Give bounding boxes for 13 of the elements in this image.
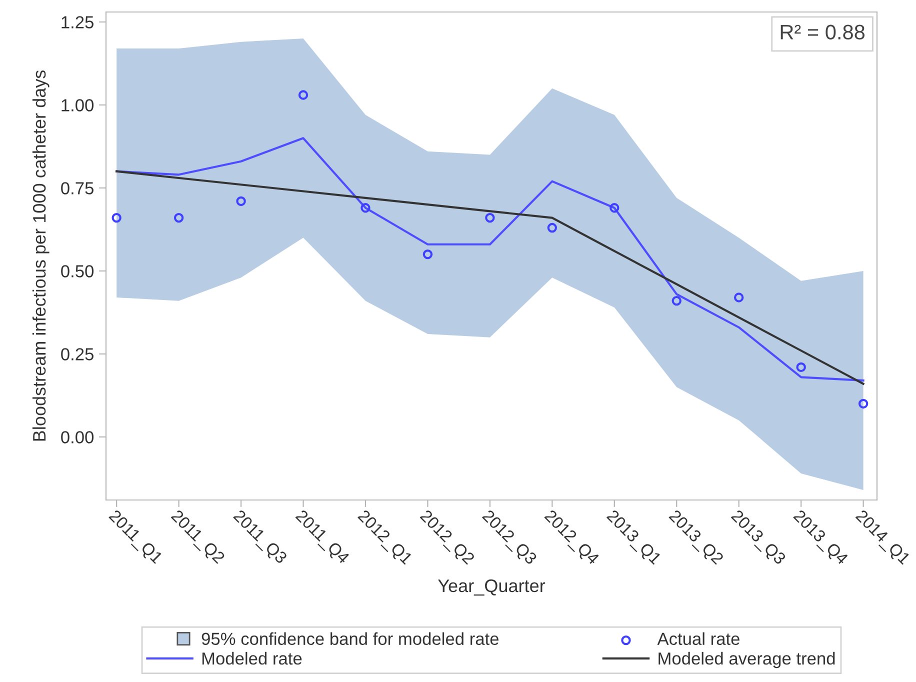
legend-label: Modeled rate [202, 652, 302, 665]
y-tick-label: 0.00 [61, 431, 94, 444]
x-axis-title: Year_Quarter [438, 579, 546, 596]
legend-label: Actual rate [657, 632, 740, 646]
y-tick-label: 0.25 [61, 348, 94, 360]
legend-label: Modeled average trend [658, 652, 835, 668]
y-tick-label: 0.75 [61, 182, 94, 194]
y-tick-label: 0.50 [61, 265, 94, 278]
annotation: R² = 0.88 [780, 24, 865, 40]
y-axis-title: Bloodstream infectious per 1000 catheter days [32, 70, 50, 441]
legend-label: 95% confidence band for modeled rate [202, 632, 499, 646]
y-tick-label: 1.00 [62, 99, 94, 112]
y-tick-label: 1.25 [62, 16, 94, 28]
